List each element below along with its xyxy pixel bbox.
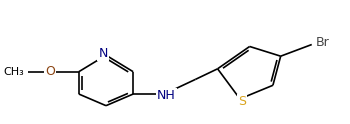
Text: S: S [238,95,246,108]
Text: NH: NH [157,90,176,102]
Text: Br: Br [316,36,329,49]
Text: N: N [98,47,108,60]
Text: CH₃: CH₃ [4,67,24,77]
Text: O: O [45,65,55,78]
